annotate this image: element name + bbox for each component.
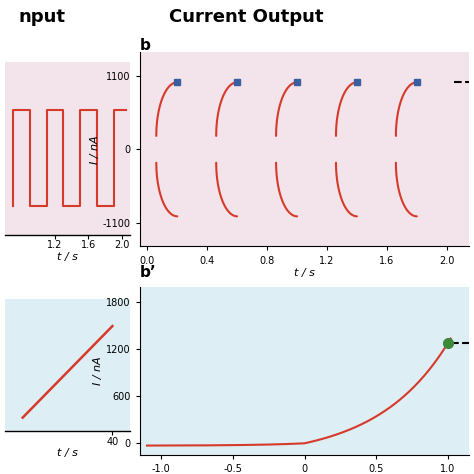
X-axis label: t / s: t / s bbox=[57, 448, 78, 458]
Text: nput: nput bbox=[19, 8, 66, 26]
X-axis label: t / s: t / s bbox=[57, 252, 78, 262]
X-axis label: t / s: t / s bbox=[294, 268, 315, 278]
Y-axis label: I / nA: I / nA bbox=[93, 356, 103, 385]
Text: b: b bbox=[140, 38, 151, 53]
Text: Current Output: Current Output bbox=[169, 8, 324, 26]
Y-axis label: I / nA: I / nA bbox=[90, 135, 100, 164]
Text: b’: b’ bbox=[140, 265, 156, 280]
